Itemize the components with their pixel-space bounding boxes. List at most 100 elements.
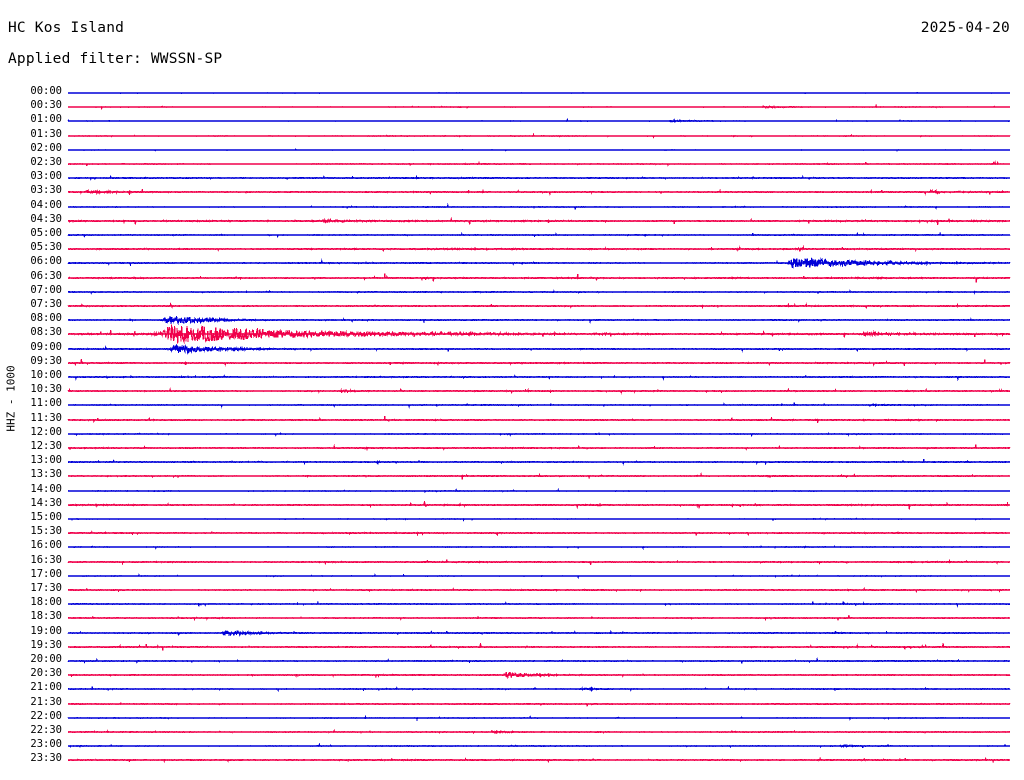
trace-row: 08:30 xyxy=(0,325,1024,345)
seismic-trace xyxy=(67,150,1011,178)
seismic-trace xyxy=(67,264,1011,292)
seismic-trace xyxy=(67,122,1011,150)
trace-row: 15:30 xyxy=(0,526,1024,540)
row-time-label: 01:30 xyxy=(30,127,62,140)
seismic-trace xyxy=(68,746,1011,774)
seismic-trace xyxy=(67,320,1011,348)
trace-row: 02:30 xyxy=(0,157,1024,171)
seismic-trace xyxy=(67,633,1011,661)
seismic-trace xyxy=(67,505,1011,533)
trace-row: 01:00 xyxy=(0,114,1024,128)
row-time-label: 23:30 xyxy=(30,752,62,765)
row-time-label: 13:00 xyxy=(30,454,62,467)
trace-row: 20:00 xyxy=(0,654,1024,668)
seismic-trace xyxy=(67,406,1011,434)
row-time-label: 22:00 xyxy=(30,709,62,722)
seismic-trace xyxy=(67,576,1011,604)
trace-row: 07:00 xyxy=(0,283,1024,299)
record-date: 2025-04-20 xyxy=(920,20,1010,36)
seismic-trace xyxy=(67,306,1011,334)
trace-row: 09:00 xyxy=(0,341,1024,356)
row-time-label: 20:30 xyxy=(30,667,62,680)
seismic-trace xyxy=(67,491,1011,519)
row-time-label: 08:00 xyxy=(30,312,62,325)
row-time-label: 17:00 xyxy=(30,567,62,580)
trace-row: 11:00 xyxy=(0,398,1024,412)
row-time-label: 18:00 xyxy=(30,596,62,609)
trace-row: 01:30 xyxy=(0,127,1024,143)
seismic-trace xyxy=(67,377,1011,405)
seismic-trace xyxy=(67,420,1011,448)
seismic-trace xyxy=(67,647,1011,675)
row-time-label: 20:00 xyxy=(30,653,62,665)
row-time-label: 00:30 xyxy=(30,99,62,112)
trace-row: 20:30 xyxy=(0,668,1024,682)
seismic-trace xyxy=(67,93,1011,121)
seismic-trace xyxy=(67,207,1011,235)
seismic-trace xyxy=(67,604,1011,632)
row-time-label: 06:30 xyxy=(30,269,62,282)
seismic-trace xyxy=(67,732,1011,760)
row-time-label: 10:00 xyxy=(30,369,62,381)
row-time-label: 22:30 xyxy=(30,724,62,736)
row-time-label: 05:30 xyxy=(30,241,62,254)
trace-row: 14:30 xyxy=(0,496,1024,512)
trace-row: 05:00 xyxy=(0,228,1024,242)
row-time-label: 07:30 xyxy=(30,298,62,310)
filter-label: Applied filter: WWSSN-SP xyxy=(8,51,223,67)
row-time-label: 15:00 xyxy=(30,511,62,523)
trace-row: 10:30 xyxy=(0,384,1024,398)
trace-row: 19:30 xyxy=(0,638,1024,654)
trace-row: 16:30 xyxy=(0,554,1024,569)
trace-row: 13:30 xyxy=(0,469,1024,483)
trace-row: 22:00 xyxy=(0,709,1024,725)
row-time-label: 15:30 xyxy=(30,525,62,538)
trace-row: 00:30 xyxy=(0,100,1024,114)
trace-row: 09:30 xyxy=(0,355,1024,370)
seismic-trace xyxy=(67,136,1011,164)
seismic-trace xyxy=(67,533,1011,561)
trace-row: 04:30 xyxy=(0,213,1024,228)
trace-row: 10:00 xyxy=(0,370,1024,384)
seismic-trace xyxy=(67,349,1011,377)
trace-row: 06:00 xyxy=(0,256,1024,270)
seismic-trace xyxy=(67,590,1011,618)
row-time-label: 07:00 xyxy=(30,283,62,296)
row-time-label: 08:30 xyxy=(30,326,62,339)
seismic-trace xyxy=(67,193,1011,221)
header: HC Kos Island 2025-04-20 Applied filter:… xyxy=(0,0,1024,78)
seismic-trace xyxy=(67,391,1011,419)
seismic-trace xyxy=(67,548,1011,576)
page-title: HC Kos Island xyxy=(8,20,125,36)
row-time-label: 12:30 xyxy=(30,440,62,452)
seismic-trace xyxy=(67,278,1011,306)
trace-row: 04:00 xyxy=(0,199,1024,214)
row-time-label: 13:30 xyxy=(30,468,62,481)
trace-row: 03:30 xyxy=(0,185,1024,199)
trace-row: 05:30 xyxy=(0,242,1024,256)
trace-row: 19:00 xyxy=(0,625,1024,640)
row-time-label: 14:00 xyxy=(30,482,62,495)
seismic-trace xyxy=(67,107,1011,135)
row-time-label: 11:00 xyxy=(30,397,62,410)
seismic-trace xyxy=(67,178,1011,206)
row-time-label: 14:30 xyxy=(30,496,62,509)
row-time-label: 23:00 xyxy=(30,738,62,751)
seismic-trace xyxy=(67,434,1011,462)
row-time-label: 02:00 xyxy=(30,141,62,154)
trace-row: 21:30 xyxy=(0,695,1024,711)
seismic-trace xyxy=(67,235,1011,263)
seismic-trace xyxy=(67,221,1011,249)
row-time-label: 19:30 xyxy=(30,638,62,651)
trace-row: 23:30 xyxy=(0,753,1024,767)
seismic-trace xyxy=(67,718,1011,746)
trace-row: 12:30 xyxy=(0,441,1024,455)
helicorder-plot: 00:00 00:30 01:00 01:30 02:00 02:30 03:00 03:30… xyxy=(0,78,1024,778)
row-time-label: 12:00 xyxy=(30,425,62,438)
trace-row: 08:00 xyxy=(0,313,1024,327)
trace-row: 16:00 xyxy=(0,540,1024,554)
row-time-label: 05:00 xyxy=(30,227,62,239)
trace-row: 15:00 xyxy=(0,512,1024,526)
seismic-trace xyxy=(67,462,1011,490)
row-time-label: 21:30 xyxy=(30,695,62,708)
